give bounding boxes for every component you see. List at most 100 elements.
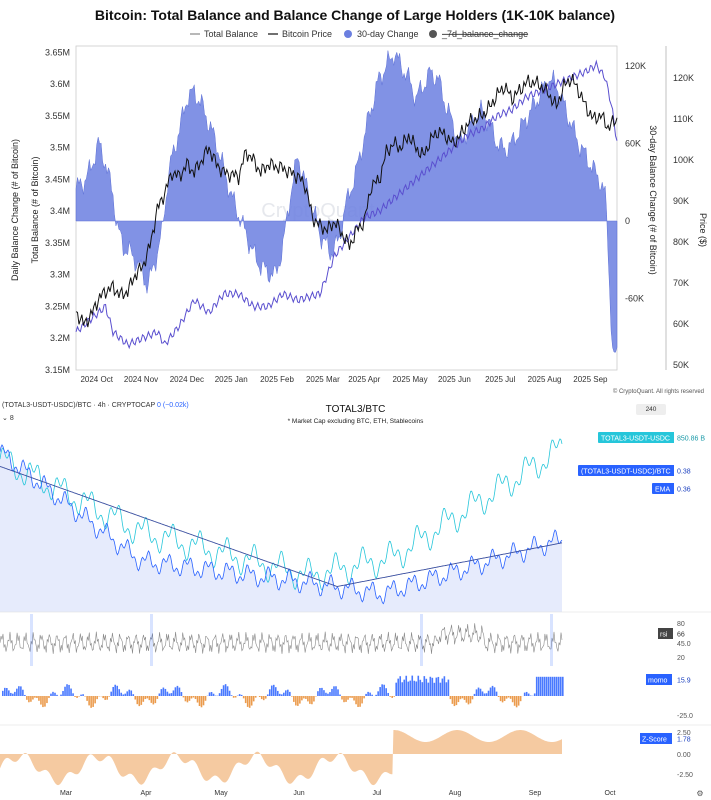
momo-bar <box>351 696 353 698</box>
momo-bar <box>62 690 64 696</box>
momo-bar <box>136 696 139 705</box>
change-axis-ticks: 120K 60K 0 -60K <box>625 61 646 304</box>
momo-bar <box>365 693 367 696</box>
series-rsi <box>0 623 563 654</box>
momo-bar <box>327 693 329 696</box>
legend-item: _7d_balance_change <box>441 29 528 39</box>
momo-bar <box>232 696 235 698</box>
x-tick-label: 2025 Apr <box>348 375 380 384</box>
momo-bar <box>114 684 117 696</box>
momo-bar <box>307 696 309 702</box>
left-tick-label: 3.55M <box>45 111 70 121</box>
line-series <box>75 59 618 350</box>
momo-bar <box>156 696 159 699</box>
momo-bar <box>487 690 490 696</box>
momo-bar <box>104 696 106 700</box>
momo-bar <box>66 684 68 696</box>
momo-bar <box>441 678 444 696</box>
momo-bar <box>349 696 351 698</box>
x-tick-label: 2025 Mar <box>306 375 340 384</box>
zscore-label: Z-Score <box>642 737 667 744</box>
momo-bar <box>252 696 255 702</box>
momo-bar <box>116 685 119 696</box>
left-tick-label: 3.6M <box>50 79 70 89</box>
x-tick-label: Apr <box>141 790 153 797</box>
price-label-value: 0.38 <box>677 469 691 476</box>
momo-bar <box>377 691 379 696</box>
series-zscore <box>0 730 562 786</box>
symbol-value: 0 <box>156 402 161 409</box>
momo-bar <box>281 694 283 696</box>
momo-bar <box>162 687 165 696</box>
momo-bar <box>457 696 460 703</box>
zscore-value: 1.78 <box>677 737 691 744</box>
timeframe-button[interactable]: 240 <box>636 404 666 415</box>
momo-bar <box>403 679 406 696</box>
momo-bar <box>96 696 98 700</box>
momo-badge <box>646 674 672 685</box>
left-tick-label: 3.25M <box>45 301 70 311</box>
momo-bar <box>451 696 454 704</box>
ratio-area <box>0 444 562 612</box>
momo-bar <box>32 696 34 700</box>
footer-copyright: © CryptoQuant. All rights reserved <box>613 388 704 395</box>
momo-bar <box>26 696 28 700</box>
momo-bar <box>385 688 387 696</box>
momo-bar <box>244 696 247 704</box>
x-tick-label: 2025 Feb <box>260 375 294 384</box>
momo-bar <box>128 689 131 696</box>
x-tick-label: 2025 Aug <box>528 375 562 384</box>
momo-bar <box>22 689 24 696</box>
momo-bar <box>525 691 528 696</box>
momo-bar <box>90 696 92 708</box>
tv-chart: TOTAL3-USDT-USDC 850.86 B (TOTAL3-USDT-USD… <box>0 432 711 798</box>
momo-value: 15.9 <box>677 678 691 685</box>
momo-bar <box>411 675 414 696</box>
zscore-badge <box>640 733 672 744</box>
momo-bar <box>208 692 211 696</box>
series-total-balance <box>75 59 618 350</box>
momo-bar <box>268 689 271 696</box>
left-tick-label: 3.4M <box>50 206 70 216</box>
momo-label: momo <box>648 678 668 685</box>
rsi-value: 66 <box>677 632 685 639</box>
collapse-toggle[interactable]: ⌄ 8 <box>2 414 14 422</box>
series-ratio <box>0 444 563 605</box>
momo-bar <box>18 686 20 696</box>
momo-bar <box>311 696 313 705</box>
x-tick-label: Jun <box>293 790 304 797</box>
symbol-header: (TOTAL3-USDT-USDC)/BTC · 4h · CRYPTOCAP … <box>2 402 189 409</box>
momo-bar <box>222 685 225 696</box>
momo-bar <box>387 692 389 696</box>
momo-bar <box>299 696 301 704</box>
momo-bar <box>48 696 50 698</box>
momo-bar <box>317 691 319 696</box>
left-tick-label: 3.65M <box>45 47 70 57</box>
momo-bar <box>164 688 167 696</box>
momo-bar <box>405 675 408 696</box>
momo-bar <box>453 696 456 707</box>
ylabel-right2: Price ($) <box>698 213 708 247</box>
momo-bar <box>309 696 311 704</box>
chart-title: Bitcoin: Total Balance and Balance Chang… <box>95 7 615 23</box>
momo-bar <box>347 696 349 700</box>
legend-item: Total Balance <box>204 29 258 39</box>
momo-bar <box>465 696 468 703</box>
momo-bar <box>262 696 265 701</box>
momo-bar <box>174 687 177 696</box>
momo-bar <box>483 693 486 696</box>
momo-bar <box>439 682 442 696</box>
momo-bar <box>266 694 269 696</box>
momo-bar <box>337 689 339 696</box>
series-bitcoin-price <box>75 73 618 328</box>
x-tick-label: Aug <box>449 790 462 797</box>
momo-bar <box>557 676 560 696</box>
momo-bar <box>12 693 14 696</box>
momo-bar <box>369 692 371 696</box>
legend-swatch <box>429 30 437 38</box>
price-tick-label: 90K <box>673 196 689 206</box>
momo-bar <box>559 676 562 696</box>
momo-bar <box>202 696 205 706</box>
momo-bar <box>479 688 482 696</box>
momo-bar <box>154 696 157 704</box>
